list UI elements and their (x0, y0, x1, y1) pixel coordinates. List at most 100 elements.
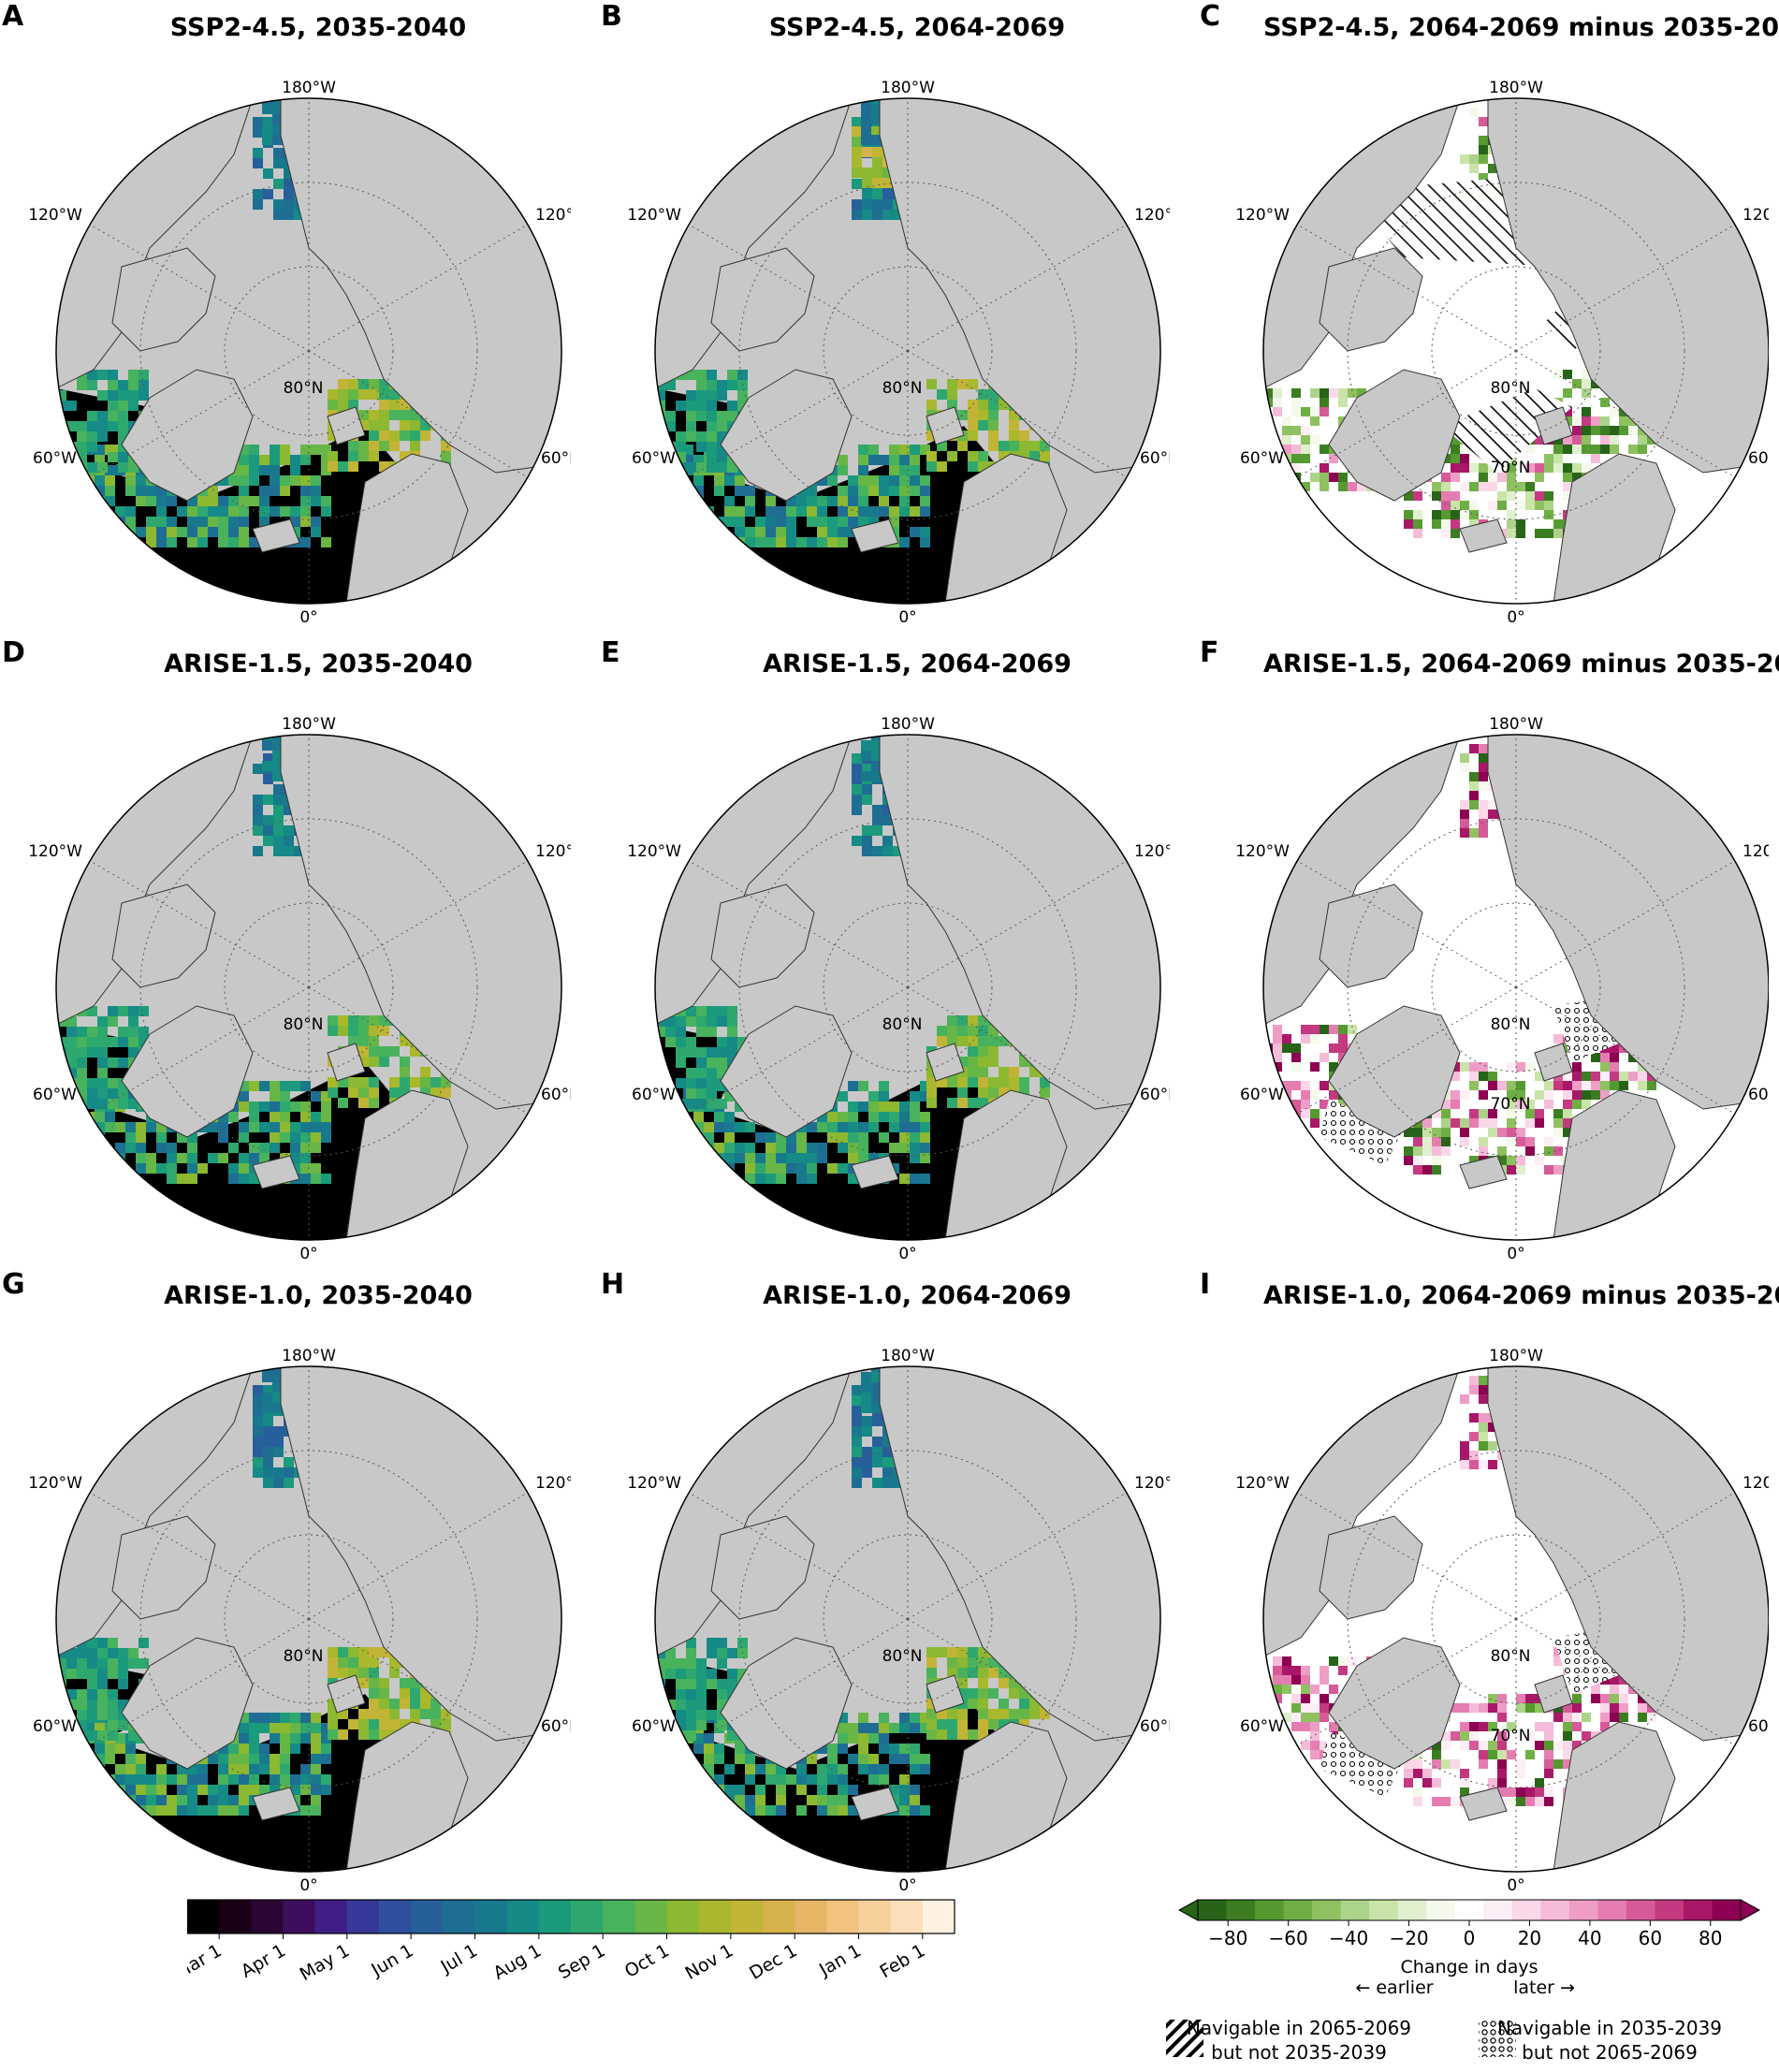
diff-tick-label: −40 (1329, 1927, 1368, 1949)
diff-colorbar-swatch (1511, 1900, 1541, 1920)
map-label-lat80: 80°N (284, 379, 324, 398)
colorbar-swatch (538, 1900, 572, 1933)
panel-title: SSP2-4.5, 2064-2069 (768, 13, 1066, 42)
map-label-top: 180°W (881, 1347, 935, 1365)
map-label-bottom: 0° (1507, 608, 1524, 627)
map-panel-g: G ARISE-1.0, 2035-2040 180°W 0° 120°W 120°E 60… (0, 1268, 571, 1904)
map-label-right_lower: 60°E (1748, 449, 1769, 468)
map-label-lat80: 80°N (882, 1015, 923, 1034)
colorbar-swatch (922, 1900, 955, 1933)
panel-title: ARISE-1.0, 2064-2069 (763, 1281, 1072, 1310)
map-panel-a: A SSP2-4.5, 2035-2040 180°W 0° 120°W 120°E 60°… (0, 0, 571, 636)
panel-letter: I (1200, 1268, 1211, 1301)
diff-colorbar-swatch (1226, 1900, 1256, 1920)
map-label-right_lower: 60°E (1140, 449, 1170, 468)
map-label-left_upper: 120°W (28, 1474, 82, 1493)
map-label-bottom: 0° (299, 608, 317, 627)
map-label-right_upper: 120°E (1743, 842, 1769, 861)
colorbar-swatch (666, 1900, 700, 1933)
date-tick-label: Jul 1 (437, 1940, 481, 1977)
diff-colorbar-swatch (1540, 1900, 1570, 1920)
date-tick-label: Oct 1 (621, 1940, 673, 1982)
map-label-lat80: 80°N (882, 1647, 923, 1666)
colorbar-swatch (826, 1900, 859, 1933)
pattern-legend: Navigable in 2065-2069 but not 2035-2039… (1160, 2003, 1778, 2068)
map-label-left_upper: 120°W (1235, 842, 1290, 861)
map-panel-c: C SSP2-4.5, 2064-2069 minus 2035-2040 180°… (1198, 0, 1779, 636)
diff-colorbar-swatch (1626, 1900, 1655, 1920)
colorbar-swatch (346, 1900, 380, 1933)
panel-letter: G (2, 1268, 25, 1301)
diff-tick-label: −60 (1269, 1927, 1308, 1949)
map-label-top: 180°W (282, 715, 336, 734)
polar-map: 180°W 0° 120°W 120°E 60°W 60°E 80°N (28, 1347, 571, 1895)
map-label-left_upper: 120°W (627, 842, 681, 861)
map-label-right_lower: 60°E (541, 1086, 571, 1104)
panel-title: ARISE-1.5, 2064-2069 (763, 649, 1072, 679)
panel-title: ARISE-1.0, 2035-2040 (164, 1281, 473, 1310)
map-label-lat80: 80°N (284, 1647, 324, 1666)
diff-colorbar-swatch (1397, 1900, 1427, 1920)
map-label-right_upper: 120°E (1134, 206, 1170, 225)
hatch-swatch (1166, 2020, 1203, 2057)
dots-legend-line2: but not 2065-2069 (1522, 2041, 1698, 2064)
diff-tick-label: 40 (1578, 1927, 1601, 1949)
diff-colorbar-swatch (1340, 1900, 1370, 1920)
map-label-top: 180°W (881, 715, 935, 734)
earlier-label: ← earlier (1355, 1977, 1433, 1998)
diff-colorbar-swatch (1426, 1900, 1456, 1920)
date-tick-label: Feb 1 (876, 1940, 928, 1982)
colorbar-swatch (379, 1900, 412, 1933)
map-label-bottom: 0° (898, 1876, 916, 1895)
map-label-left_lower: 60°W (33, 1086, 77, 1104)
diff-colorbar-swatch (1283, 1900, 1313, 1920)
date-tick-label: Jan 1 (815, 1940, 865, 1980)
map-label-top: 180°W (1489, 1347, 1543, 1365)
map-panel-b: B SSP2-4.5, 2064-2069 180°W 0° 120°W 120°E 60°… (599, 0, 1170, 636)
colorbar-swatch (763, 1900, 795, 1933)
map-panel-f: F ARISE-1.5, 2064-2069 minus 2035-2040 180… (1198, 636, 1779, 1273)
polar-map: 180°W 0° 120°W 120°E 60°W 60°E 80°N (627, 1347, 1170, 1895)
map-label-left_lower: 60°W (1240, 1717, 1284, 1736)
date-tick-label: Nov 1 (682, 1940, 737, 1984)
map-label-bottom: 0° (299, 1876, 317, 1895)
map-label-lat70: 70°N (1491, 1727, 1531, 1745)
diff-tick-label: −20 (1389, 1927, 1428, 1949)
colorbar-swatch (698, 1900, 732, 1933)
colorbar-swatch (443, 1900, 475, 1933)
map-label-left_upper: 120°W (28, 206, 82, 225)
map-label-right_upper: 120°E (1743, 1474, 1769, 1493)
diff-colorbar-swatch (1712, 1900, 1742, 1920)
date-tick-label: Apr 1 (238, 1940, 289, 1982)
colorbar-swatch (474, 1900, 508, 1933)
date-tick-label: Aug 1 (489, 1940, 545, 1984)
colorbar-swatch (411, 1900, 444, 1933)
diff-colorbar-swatch (1454, 1900, 1484, 1920)
colorbar-swatch (795, 1900, 827, 1933)
colorbar-swatch (187, 1900, 220, 1933)
map-label-left_lower: 60°W (632, 449, 676, 468)
diff-tick-label: 80 (1699, 1927, 1722, 1949)
diff-tick-label: −80 (1208, 1927, 1247, 1949)
panel-title: SSP2-4.5, 2064-2069 minus 2035-2040 (1263, 13, 1779, 42)
map-label-left_lower: 60°W (1240, 1086, 1284, 1104)
map-label-bottom: 0° (299, 1245, 317, 1263)
diff-tick-label: 60 (1639, 1927, 1662, 1949)
diff-tick-label: 20 (1518, 1927, 1541, 1949)
colorbar-swatch (251, 1900, 284, 1933)
map-label-right_upper: 120°E (1134, 842, 1170, 861)
polar-map: 180°W 0° 120°W 120°E 60°W 60°E 80°N (28, 79, 571, 627)
map-label-left_upper: 120°W (1235, 206, 1290, 225)
panel-letter: B (601, 0, 622, 33)
map-label-lat80: 80°N (1491, 1647, 1531, 1666)
diff-colorbar-swatch (1568, 1900, 1598, 1920)
colorbar-swatch (506, 1900, 540, 1933)
polar-map: 180°W 0° 120°W 120°E 60°W 60°E 80°N 70°N (1235, 79, 1769, 627)
map-label-bottom: 0° (1507, 1245, 1524, 1263)
map-panel-d: D ARISE-1.5, 2035-2040 180°W 0° 120°W 120°E 60… (0, 636, 571, 1273)
map-label-lat80: 80°N (1491, 1015, 1531, 1034)
date-colorbar: Mar 1 Apr 1 May 1 Jun 1 Jul 1 Aug 1 Sep 1 Oct 1… (171, 1890, 973, 2031)
panel-title: SSP2-4.5, 2035-2040 (169, 13, 467, 42)
panel-letter: D (2, 636, 25, 669)
map-label-top: 180°W (881, 79, 935, 97)
